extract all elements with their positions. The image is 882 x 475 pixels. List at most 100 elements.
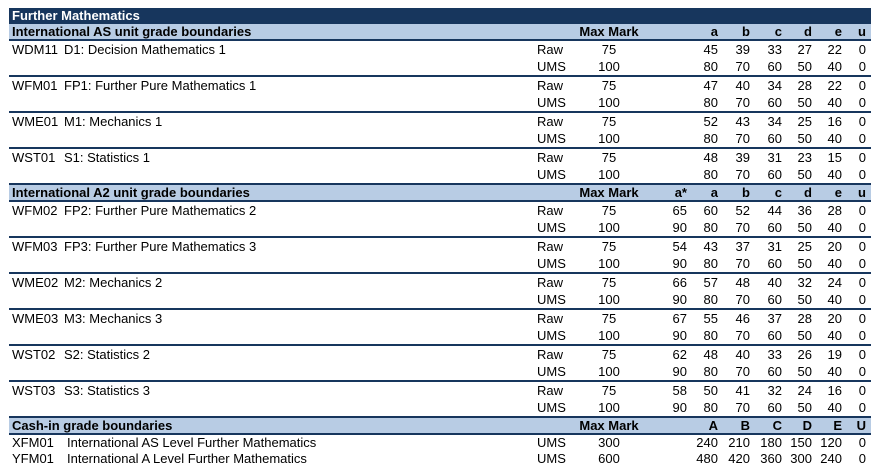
- grade-boundary-cell: 60: [767, 328, 782, 343]
- grade-boundary-cell: 60: [767, 167, 782, 182]
- grade-boundary-cell: 120: [820, 435, 842, 450]
- grade-boundary-cell: 40: [735, 347, 750, 362]
- qualification-code: YFM01: [12, 451, 54, 466]
- grade-boundary-cell: 22: [827, 78, 842, 93]
- max-mark: 100: [598, 292, 620, 307]
- mark-type: Raw: [537, 383, 564, 398]
- mark-type: UMS: [537, 435, 566, 450]
- mark-type: Raw: [537, 114, 564, 129]
- grade-boundary-cell: 420: [728, 451, 750, 466]
- grade-boundary-cell: 90: [672, 328, 687, 343]
- grade-boundary-cell: 0: [858, 239, 866, 254]
- mark-type: UMS: [537, 220, 566, 235]
- max-mark: 75: [601, 114, 617, 129]
- unit-group: WME03 M3: Mechanics 3 Raw 75 67 55 46 37 28 20 0 UM…: [9, 310, 871, 346]
- qualification-name: International AS Level Further Mathemati…: [67, 435, 317, 450]
- grade-boundary-cell: 0: [858, 150, 866, 165]
- grade-boundary-cell: 33: [767, 347, 782, 362]
- unit-row: UMS 100 80 70 60 50 40 0: [9, 94, 871, 111]
- unit-row: UMS 100 80 70 60 50 40 0: [9, 58, 871, 75]
- grade-boundary-cell: 70: [735, 364, 750, 379]
- grade-header: d: [804, 185, 812, 200]
- grade-boundary-cell: 0: [858, 167, 866, 182]
- mark-type: UMS: [537, 292, 566, 307]
- grade-boundary-cell: 36: [797, 203, 812, 218]
- unit-name: FP3: Further Pure Mathematics 3: [64, 239, 257, 254]
- grade-boundary-cell: 50: [797, 131, 812, 146]
- unit-name: FP1: Further Pure Mathematics 1: [64, 78, 257, 93]
- grade-header: c: [774, 24, 782, 39]
- grade-boundary-cell: 240: [820, 451, 842, 466]
- max-mark: 100: [598, 95, 620, 110]
- grade-header: b: [742, 185, 750, 200]
- grade-boundary-cell: 50: [703, 383, 718, 398]
- grade-boundary-cell: 40: [827, 220, 842, 235]
- unit-row: WST02 S2: Statistics 2 Raw 75 62 48 40 33 26 19 0: [9, 346, 871, 363]
- grade-boundary-cell: 23: [797, 150, 812, 165]
- grade-boundary-cell: 80: [703, 95, 718, 110]
- grade-boundary-cell: 34: [767, 114, 782, 129]
- grade-boundary-cell: 50: [797, 95, 812, 110]
- cashin-max-mark-header: Max Mark: [579, 418, 639, 433]
- grade-boundary-cell: 240: [696, 435, 718, 450]
- grade-boundary-cell: 0: [858, 347, 866, 362]
- unit-group: WST01 S1: Statistics 1 Raw 75 48 39 31 23 15 0 UMS…: [9, 149, 871, 185]
- grade-boundary-cell: 180: [760, 435, 782, 450]
- mark-type: UMS: [537, 451, 566, 466]
- grade-header: d: [804, 24, 812, 39]
- grade-boundary-cell: 22: [827, 42, 842, 57]
- max-mark: 75: [601, 203, 617, 218]
- unit-row: UMS 100 90 80 70 60 50 40 0: [9, 291, 871, 308]
- unit-row: WME01 M1: Mechanics 1 Raw 75 52 43 34 25 16 0: [9, 113, 871, 130]
- a2-heading-label: International A2 unit grade boundaries: [12, 185, 250, 200]
- grade-boundary-cell: 50: [797, 400, 812, 415]
- grade-boundary-cell: 24: [797, 383, 812, 398]
- a2-max-mark-header: Max Mark: [579, 185, 639, 200]
- grade-header: a: [710, 24, 718, 39]
- grade-boundary-cell: 80: [703, 364, 718, 379]
- grade-boundary-cell: 0: [858, 435, 866, 450]
- unit-group: WFM03 FP3: Further Pure Mathematics 3 Raw 7…: [9, 238, 871, 274]
- grade-boundary-cell: 47: [703, 78, 718, 93]
- grade-boundary-cell: 60: [767, 400, 782, 415]
- max-mark: 75: [601, 150, 617, 165]
- grade-boundary-cell: 48: [703, 347, 718, 362]
- grade-boundary-cell: 60: [767, 131, 782, 146]
- grade-boundary-cell: 0: [858, 275, 866, 290]
- grade-boundary-cell: 70: [735, 220, 750, 235]
- grade-boundary-cell: 80: [703, 256, 718, 271]
- grade-boundary-cell: 70: [735, 167, 750, 182]
- unit-row: WME02 M2: Mechanics 2 Raw 75 66 57 48 40 32 24 0: [9, 274, 871, 291]
- grade-boundary-cell: 0: [858, 451, 866, 466]
- unit-group: WME01 M1: Mechanics 1 Raw 75 52 43 34 25 16 0 UMS 1…: [9, 113, 871, 149]
- grade-boundary-cell: 25: [797, 114, 812, 129]
- grade-boundary-cell: 40: [827, 292, 842, 307]
- grade-boundary-cell: 70: [735, 328, 750, 343]
- grade-boundary-cell: 43: [703, 239, 718, 254]
- unit-code: WFM02: [12, 203, 58, 218]
- grade-boundary-cell: 0: [858, 364, 866, 379]
- grade-header: e: [834, 185, 842, 200]
- grade-boundary-cell: 40: [827, 59, 842, 74]
- grade-boundary-cell: 20: [827, 239, 842, 254]
- mark-type: UMS: [537, 95, 566, 110]
- grade-boundary-cell: 16: [827, 383, 842, 398]
- grade-header: b: [742, 24, 750, 39]
- grade-boundary-cell: 0: [858, 383, 866, 398]
- grade-boundary-cell: 0: [858, 42, 866, 57]
- grade-boundary-cell: 60: [767, 95, 782, 110]
- mark-type: UMS: [537, 400, 566, 415]
- grade-boundary-cell: 62: [672, 347, 687, 362]
- grade-boundary-cell: 50: [797, 364, 812, 379]
- grade-boundary-cell: 50: [797, 220, 812, 235]
- unit-row: WST01 S1: Statistics 1 Raw 75 48 39 31 23 15 0: [9, 149, 871, 166]
- grade-boundary-cell: 15: [827, 150, 842, 165]
- unit-code: WFM03: [12, 239, 58, 254]
- mark-type: UMS: [537, 364, 566, 379]
- grade-boundary-cell: 0: [858, 114, 866, 129]
- grade-header: A: [708, 418, 718, 433]
- grade-boundary-cell: 27: [797, 42, 812, 57]
- grade-boundary-cell: 60: [767, 256, 782, 271]
- max-mark: 75: [601, 383, 617, 398]
